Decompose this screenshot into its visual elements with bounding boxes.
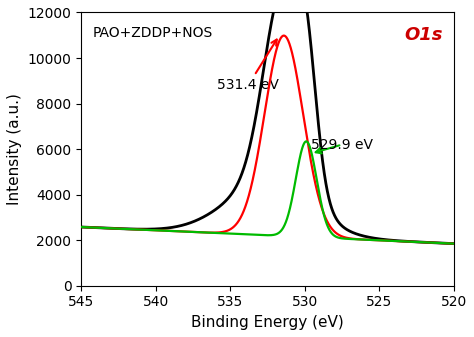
Text: 531.4 eV: 531.4 eV [217,39,279,92]
Text: PAO+ZDDP+NOS: PAO+ZDDP+NOS [92,26,212,40]
X-axis label: Binding Energy (eV): Binding Energy (eV) [191,315,344,330]
Text: O1s: O1s [404,26,443,44]
Y-axis label: Intensity (a.u.): Intensity (a.u.) [7,93,22,205]
Text: 529.9 eV: 529.9 eV [311,137,373,153]
